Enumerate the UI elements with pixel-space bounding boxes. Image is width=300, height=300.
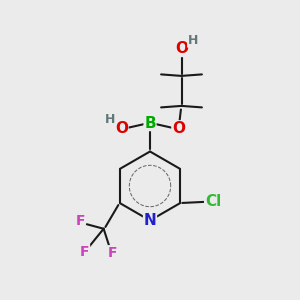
Text: O: O (175, 41, 188, 56)
Text: O: O (172, 121, 185, 136)
Text: F: F (80, 244, 89, 259)
Text: H: H (105, 113, 115, 126)
Text: H: H (188, 34, 198, 47)
Text: F: F (108, 246, 117, 260)
Text: B: B (144, 116, 156, 130)
Text: N: N (144, 213, 156, 228)
Text: F: F (76, 214, 85, 228)
Text: O: O (115, 121, 128, 136)
Text: Cl: Cl (205, 194, 221, 209)
